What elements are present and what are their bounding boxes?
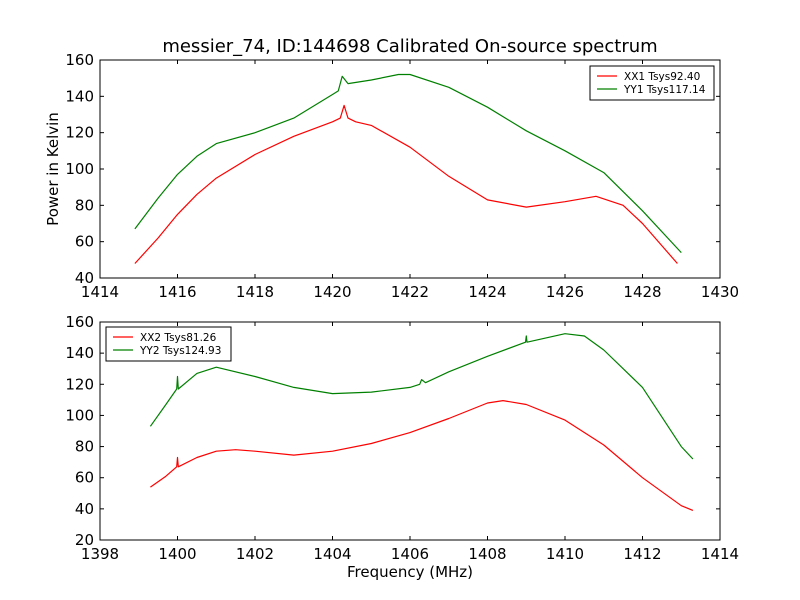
x-tick-label: 1420 <box>313 283 351 301</box>
y-tick-label: 40 <box>75 500 94 518</box>
x-tick-label: 1418 <box>236 283 274 301</box>
y-tick-label: 140 <box>65 344 94 362</box>
legend-box <box>589 65 715 101</box>
legend-label: YY1 Tsys117.14 <box>623 84 706 96</box>
series-line-yy1 <box>134 73 682 254</box>
x-tick-label: 1406 <box>391 545 429 563</box>
x-tick-label: 1428 <box>623 283 661 301</box>
y-tick-label: 20 <box>75 531 94 549</box>
y-tick-label: 80 <box>75 438 94 456</box>
subplot-1: 1414 1416 1418 1420 1422 1424 1426 1428 1430 40 60… <box>44 36 739 301</box>
y-tick-label: 100 <box>65 160 94 178</box>
y-tick-label: 60 <box>75 233 94 251</box>
y-tick-label: 160 <box>65 313 94 331</box>
subplot-2: 1398 1400 1402 1404 1406 1408 1410 1412 1414 20 40… <box>65 313 739 581</box>
y-tick-label: 120 <box>65 124 94 142</box>
x-tick-label: 1422 <box>391 283 429 301</box>
x-tick-label: 1414 <box>81 283 119 301</box>
legend-label: XX1 Tsys92.40 <box>624 71 700 83</box>
legend-label: YY2 Tsys124.93 <box>139 345 221 357</box>
x-tick-label: 1402 <box>236 545 274 563</box>
legend-label: XX2 Tsys81.26 <box>140 332 217 344</box>
legend-box <box>105 326 232 362</box>
y-tick-label: 100 <box>65 406 94 424</box>
x-tick-label: 1412 <box>623 545 661 563</box>
y-tick-label: 40 <box>75 269 94 287</box>
chart-title: messier_74, ID:144698 Calibrated On-sour… <box>162 36 657 57</box>
x-tick-label: 1416 <box>158 283 196 301</box>
series-line-yy2 <box>149 333 694 460</box>
x-tick-label: 1414 <box>701 545 739 563</box>
x-tick-label: 1426 <box>546 283 584 301</box>
series-line-xx1 <box>134 104 678 264</box>
y-tick-label: 120 <box>65 375 94 393</box>
y-tick-label: 60 <box>75 469 94 487</box>
x-tick-label: 1430 <box>701 283 739 301</box>
series-line-xx2 <box>150 400 694 511</box>
x-tick-label: 1424 <box>468 283 506 301</box>
y-axis-label: Power in Kelvin <box>44 112 62 226</box>
y-tick-label: 80 <box>75 196 94 214</box>
x-axis-label: Frequency (MHz) <box>347 563 473 581</box>
y-tick-label: 160 <box>65 51 94 69</box>
x-tick-label: 1410 <box>546 545 584 563</box>
x-tick-label: 1404 <box>313 545 351 563</box>
x-tick-label: 1408 <box>468 545 506 563</box>
x-tick-label: 1400 <box>158 545 196 563</box>
y-tick-label: 140 <box>65 87 94 105</box>
x-tick-label: 1398 <box>81 545 119 563</box>
